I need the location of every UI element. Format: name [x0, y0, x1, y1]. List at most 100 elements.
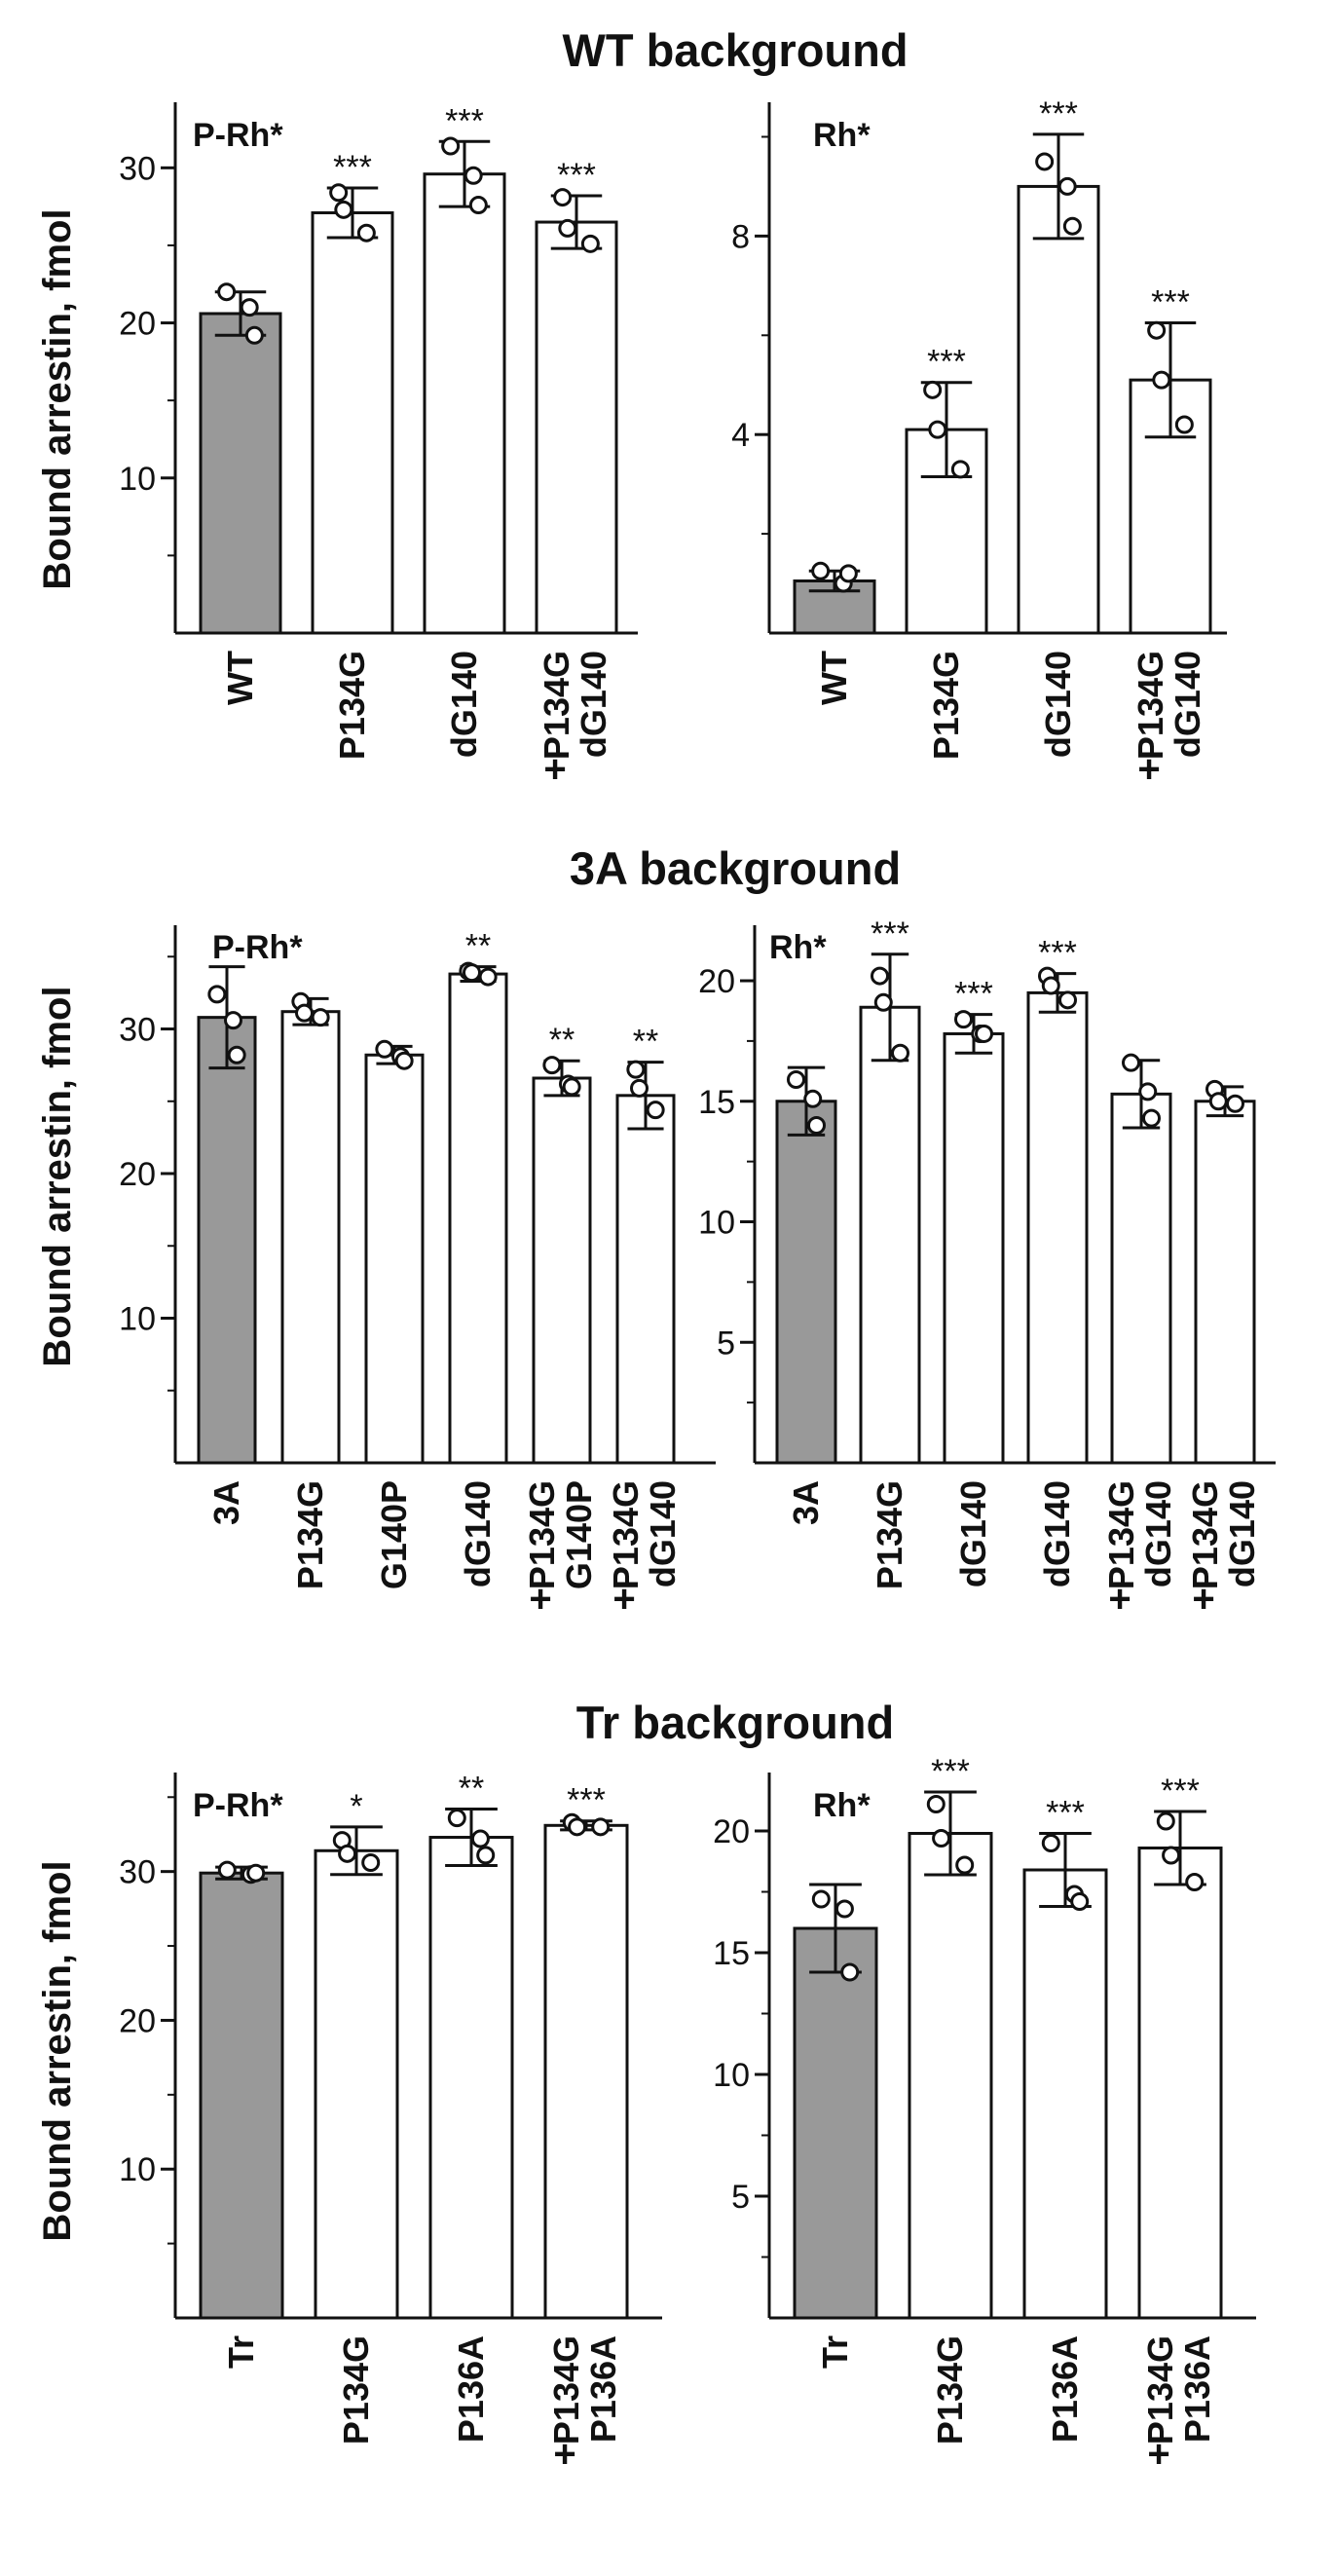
y-tick-label: 10 [698, 1205, 735, 1242]
x-tick-label-line: dG140 [643, 1480, 683, 1587]
x-tick-label: P134G [930, 2335, 970, 2445]
data-point [1041, 976, 1060, 995]
data-point [1156, 1811, 1175, 1831]
y-tick-label: 30 [119, 1012, 156, 1049]
panel-label: P-Rh* [212, 929, 303, 966]
bar [859, 1005, 921, 1465]
bar [314, 1848, 399, 2320]
data-point [1035, 152, 1055, 171]
x-tick-label: P134G [336, 2335, 376, 2445]
data-point [787, 1069, 805, 1089]
significance-label: * [350, 1788, 362, 1825]
data-point [626, 1060, 646, 1079]
bar [428, 1836, 514, 2320]
data-point [928, 420, 947, 439]
y-axis-label-wt: Bound arrestin, fmol [36, 208, 79, 589]
x-tick-label: P134GdG140 [606, 1480, 683, 1589]
bar [943, 1031, 1005, 1465]
bar-panel: 102030P-Rh*WT***P134G***dG140***P134GdG1… [119, 102, 638, 791]
data-point [873, 992, 893, 1012]
y-tick-label: 20 [713, 1813, 750, 1850]
significance-label: *** [1151, 284, 1190, 321]
data-point [840, 1962, 860, 1982]
data-point [834, 1899, 854, 1919]
section-title-wt: WT background [562, 24, 908, 76]
x-tick-label: P134G [926, 651, 966, 760]
plus-sign: + [1147, 2433, 1169, 2476]
data-point [334, 200, 353, 219]
x-tick-label: P134GP136A [1140, 2335, 1217, 2445]
panel-label: P-Rh* [193, 1787, 283, 1824]
x-tick-label-line: dG140 [953, 1480, 993, 1587]
plus-sign: + [1192, 1578, 1214, 1621]
significance-label: *** [1039, 95, 1078, 132]
y-axis-label-3a: Bound arrestin, fmol [36, 986, 79, 1366]
x-tick-label-line: Tr [221, 2335, 261, 2369]
bar [1022, 1868, 1108, 2320]
x-tick-label-line: P136A [1177, 2335, 1217, 2443]
data-point [217, 282, 237, 302]
x-tick-label: WT [814, 651, 854, 705]
y-tick-label: 20 [698, 963, 735, 1000]
data-point [1057, 176, 1077, 196]
data-point [1062, 216, 1082, 236]
x-tick-label-line: G140P [374, 1480, 414, 1589]
data-point [246, 1863, 266, 1883]
data-point [356, 223, 376, 243]
x-tick-label-line: dG140 [458, 1480, 498, 1587]
bar [280, 1010, 341, 1465]
plus-sign: + [529, 1578, 551, 1621]
data-point [553, 188, 573, 207]
x-tick-label-line: P134G [870, 1480, 909, 1589]
panel-label: Rh* [813, 117, 871, 154]
y-tick-label: 10 [119, 461, 156, 498]
data-point [227, 1045, 246, 1064]
data-point [1152, 370, 1171, 390]
data-point [811, 1889, 831, 1909]
data-point [975, 1024, 993, 1043]
x-tick-label: P134GG140P [522, 1480, 599, 1589]
x-tick-label-line: P134G [930, 2335, 970, 2445]
significance-label: ** [459, 1771, 484, 1808]
y-tick-label: 10 [119, 2151, 156, 2188]
data-point [394, 1051, 414, 1070]
x-tick-label-line: P134G [332, 651, 372, 760]
y-tick-label: 10 [119, 1301, 156, 1338]
x-tick-label-line: P134G [926, 651, 966, 760]
y-tick-label: 8 [731, 218, 750, 255]
plus-sign: + [543, 748, 566, 791]
data-point [891, 1043, 909, 1063]
y-tick-label: 15 [698, 1084, 735, 1121]
data-point [1147, 320, 1167, 340]
x-tick-label-line: dG140 [444, 651, 484, 758]
significance-label: *** [445, 102, 484, 139]
x-tick-label-line: P134G [290, 1480, 330, 1589]
plus-sign: + [612, 1578, 635, 1621]
section-title-3a: 3A background [570, 842, 901, 894]
x-tick-label-line: P134G [522, 1480, 562, 1589]
x-tick-label-line: P136A [1045, 2335, 1085, 2443]
x-tick-label: G140P [374, 1480, 414, 1589]
x-tick-label: P134GdG140 [537, 651, 613, 760]
panel-label: Rh* [813, 1787, 871, 1824]
x-tick-label: P134GdG140 [1101, 1480, 1178, 1589]
bar [535, 220, 618, 635]
data-point [568, 1817, 587, 1837]
data-point [217, 1860, 237, 1880]
x-tick-label: P134GP136A [546, 2335, 623, 2445]
x-tick-label-line: Tr [815, 2335, 855, 2369]
x-tick-label-line: WT [220, 651, 260, 705]
x-tick-label: 3A [206, 1480, 246, 1525]
x-tick-label-line: dG140 [1168, 651, 1207, 758]
bar [615, 1094, 676, 1465]
y-tick-label: 20 [119, 2002, 156, 2039]
x-tick-label: 3A [786, 1480, 826, 1525]
significance-label: ** [633, 1024, 658, 1061]
x-tick-label-line: P134G [1140, 2335, 1180, 2445]
bar [364, 1053, 425, 1465]
data-point [476, 1846, 496, 1865]
x-tick-label-line: P136A [583, 2335, 623, 2443]
